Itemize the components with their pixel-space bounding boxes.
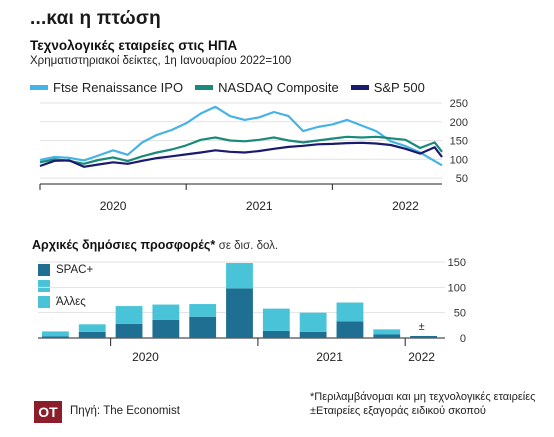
legend2-swatch-other xyxy=(38,296,50,308)
legend-swatch-ipo xyxy=(30,85,48,90)
bar-other xyxy=(115,306,143,324)
bar-annotation: ± xyxy=(419,321,425,333)
footnote-1: *Περιλαμβάνομαι και μη τεχνολογικές εται… xyxy=(310,391,536,403)
bar-x-tick-label: 2022 xyxy=(408,350,435,364)
bar-other xyxy=(336,302,364,322)
legend2-label-spac: SPAC+ xyxy=(56,264,94,276)
bar-y-tick-label: 150 xyxy=(448,257,466,269)
bar-other xyxy=(226,263,253,289)
legend2-label-other: Άλλες xyxy=(56,296,86,308)
bar-spac xyxy=(78,331,106,338)
bar-chart: 0 50 100 150 2020 2021 2022 ± xyxy=(38,257,466,364)
chart1-title: Τεχνολογικές εταιρείες στις ΗΠΑ xyxy=(30,38,238,53)
brand-logo: OT xyxy=(34,401,62,423)
footnote-2: ±Εταιρείες εξαγοράς ειδικού σκοπού xyxy=(310,405,486,417)
line-x-tick-label: 2021 xyxy=(246,199,273,213)
chart2-legend: SPAC+ Άλλες xyxy=(38,262,93,310)
series-line-ipo xyxy=(39,105,443,167)
bar-y-tick-label: 0 xyxy=(460,333,466,345)
line-x-tick-label: 2020 xyxy=(100,199,127,213)
line-y-tick-label: 250 xyxy=(450,98,468,110)
chart2-title-text: Αρχικές δημόσιες προσφορές* xyxy=(32,238,216,252)
legend-label-sp500: S&P 500 xyxy=(373,80,425,95)
source-text: Πηγή: The Economist xyxy=(70,405,180,417)
chart1-subtitle: Χρηματιστηριακοί δείκτες, 1η Ιανουαρίου … xyxy=(30,55,292,67)
bar-spac xyxy=(336,321,364,338)
bar-other xyxy=(262,308,290,331)
series-line-nasdaq xyxy=(39,135,443,165)
series-line-sp500 xyxy=(39,141,443,168)
legend-label-nasdaq: NASDAQ Composite xyxy=(218,80,339,95)
bar-y-tick-label: 50 xyxy=(454,308,466,320)
legend-item-sp500: S&P 500 xyxy=(350,80,425,95)
bar-other xyxy=(189,304,217,317)
bar-spac xyxy=(299,331,327,338)
bar-spac xyxy=(152,319,180,338)
bar-other xyxy=(152,304,180,320)
bar-x-tick-label: 2020 xyxy=(132,350,159,364)
legend2-item-spacer xyxy=(38,278,93,294)
line-y-tick-label: 200 xyxy=(450,117,468,129)
footnotes: *Περιλαμβάνομαι και μη τεχνολογικές εται… xyxy=(310,390,535,418)
bar-spac xyxy=(373,334,401,338)
legend2-swatch-spac xyxy=(38,264,50,276)
bar-other xyxy=(42,331,69,337)
legend-swatch-nasdaq xyxy=(195,85,214,90)
chart1-legend: Ftse Renaissance IPO NASDAQ Composite S&… xyxy=(30,80,437,95)
bar-spac xyxy=(410,335,437,338)
legend-label-ipo: Ftse Renaissance IPO xyxy=(53,80,184,95)
line-y-tick-label: 150 xyxy=(450,136,468,148)
line-x-tick-label: 2022 xyxy=(392,199,419,213)
chart2-title: Αρχικές δημόσιες προσφορές* σε δισ. δολ. xyxy=(32,238,278,252)
line-y-tick-label: 100 xyxy=(450,154,468,166)
legend-swatch-sp500 xyxy=(350,85,369,90)
bar-spac xyxy=(226,288,253,338)
chart2-unit: σε δισ. δολ. xyxy=(218,240,279,252)
headline: ...και η πτώση xyxy=(30,8,161,29)
bar-y-tick-label: 100 xyxy=(448,282,466,294)
bar-other xyxy=(78,324,106,332)
bar-spac xyxy=(262,330,290,338)
bar-spac xyxy=(189,316,217,338)
bar-x-tick-label: 2021 xyxy=(316,350,343,364)
bar-other xyxy=(373,329,401,335)
line-chart: 50 100 150 200 250 2020 2021 2022 xyxy=(39,98,468,213)
legend2-item-spac: SPAC+ xyxy=(38,262,93,278)
bar-spac xyxy=(115,323,143,338)
line-y-tick-label: 50 xyxy=(456,173,468,185)
legend2-item-other: Άλλες xyxy=(38,294,93,310)
legend2-swatch-mid xyxy=(38,280,50,292)
bar-other xyxy=(299,312,327,332)
bar-spac xyxy=(42,336,69,338)
legend-item-nasdaq: NASDAQ Composite xyxy=(195,80,339,95)
legend-item-ipo: Ftse Renaissance IPO xyxy=(30,80,183,95)
